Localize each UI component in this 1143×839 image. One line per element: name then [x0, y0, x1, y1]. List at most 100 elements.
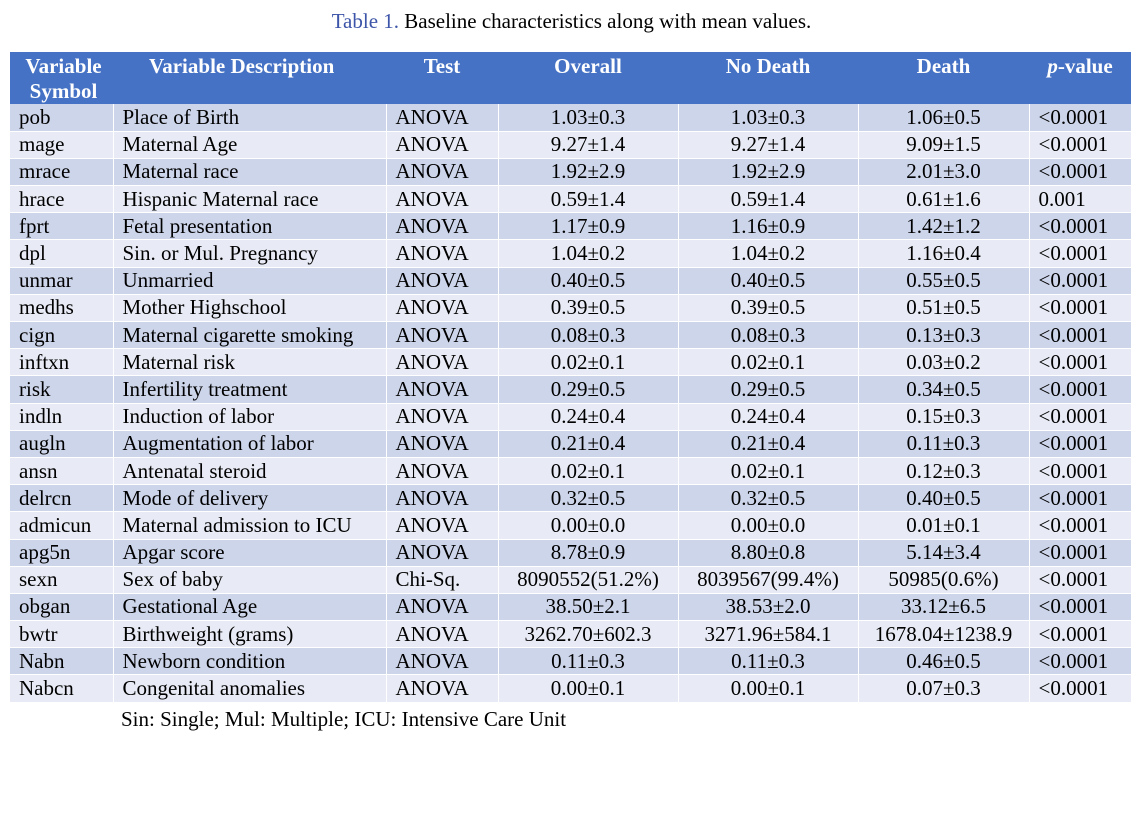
cell-death: 0.61±1.6 [858, 185, 1030, 214]
cell-no-death: 1.92±2.9 [678, 158, 859, 187]
cell-death: 50985(0.6%) [858, 566, 1030, 594]
cell-variable-symbol: medhs [10, 294, 114, 323]
cell-test: ANOVA [386, 239, 499, 268]
cell-variable-description: Infertility treatment [113, 375, 387, 404]
cell-variable-description: Maternal risk [113, 348, 387, 377]
cell-p-value: <0.0001 [1029, 539, 1131, 567]
cell-test: ANOVA [386, 511, 499, 540]
cell-variable-description: Antenatal steroid [113, 457, 387, 486]
cell-variable-symbol: indln [10, 403, 114, 431]
table-row: indln Induction of labor ANOVA 0.24±0.4 0.24… [10, 403, 1131, 431]
cell-variable-symbol: inftxn [10, 348, 114, 377]
table-row: apg5n Apgar score ANOVA 8.78±0.9 8.80±0.8 5.1… [10, 539, 1131, 567]
cell-variable-description: Newborn condition [113, 647, 387, 676]
cell-overall: 0.08±0.3 [498, 321, 679, 350]
table-header: Variable Symbol Variable Description Tes… [10, 52, 1131, 104]
cell-p-value: <0.0001 [1029, 674, 1131, 703]
cell-p-value: <0.0001 [1029, 511, 1131, 540]
cell-variable-symbol: obgan [10, 593, 114, 622]
header-variable-description: Variable Description [113, 52, 386, 104]
cell-overall: 0.11±0.3 [498, 647, 679, 676]
cell-overall: 1.17±0.9 [498, 212, 679, 241]
table-row: mage Maternal Age ANOVA 9.27±1.4 9.27±1.4 9.0… [10, 131, 1131, 159]
cell-overall: 0.29±0.5 [498, 375, 679, 404]
cell-death: 0.15±0.3 [858, 403, 1030, 431]
cell-death: 0.51±0.5 [858, 294, 1030, 323]
cell-death: 0.13±0.3 [858, 321, 1030, 350]
header-test: Test [386, 52, 498, 104]
cell-p-value: <0.0001 [1029, 430, 1131, 458]
cell-variable-symbol: Nabn [10, 647, 114, 676]
cell-test: ANOVA [386, 539, 499, 567]
table-row: risk Infertility treatment ANOVA 0.29±0.5 0.… [10, 375, 1131, 404]
cell-death: 1.06±0.5 [858, 104, 1030, 132]
cell-variable-symbol: mrace [10, 158, 114, 187]
cell-overall: 0.00±0.0 [498, 511, 679, 540]
cell-death: 1.16±0.4 [858, 239, 1030, 268]
cell-p-value: <0.0001 [1029, 267, 1131, 295]
cell-variable-symbol: admicun [10, 511, 114, 540]
cell-death: 0.11±0.3 [858, 430, 1030, 458]
cell-overall: 38.50±2.1 [498, 593, 679, 622]
cell-test: ANOVA [386, 674, 499, 703]
cell-no-death: 0.08±0.3 [678, 321, 859, 350]
cell-test: Chi-Sq. [386, 566, 499, 594]
cell-p-value: <0.0001 [1029, 158, 1131, 187]
table-caption: Table 1. Baseline characteristics along … [0, 8, 1143, 34]
cell-no-death: 0.39±0.5 [678, 294, 859, 323]
cell-variable-description: Sin. or Mul. Pregnancy [113, 239, 387, 268]
cell-no-death: 1.04±0.2 [678, 239, 859, 268]
cell-p-value: 0.001 [1029, 185, 1131, 214]
cell-variable-description: Gestational Age [113, 593, 387, 622]
cell-death: 1678.04±1238.9 [858, 620, 1030, 649]
header-variable-symbol: Variable Symbol [10, 52, 113, 104]
cell-test: ANOVA [386, 348, 499, 377]
cell-death: 0.34±0.5 [858, 375, 1030, 404]
cell-test: ANOVA [386, 212, 499, 241]
cell-no-death: 0.32±0.5 [678, 484, 859, 513]
cell-variable-description: Augmentation of labor [113, 430, 387, 458]
cell-test: ANOVA [386, 267, 499, 295]
cell-test: ANOVA [386, 294, 499, 323]
cell-death: 9.09±1.5 [858, 131, 1030, 159]
cell-p-value: <0.0001 [1029, 104, 1131, 132]
cell-test: ANOVA [386, 375, 499, 404]
cell-no-death: 0.11±0.3 [678, 647, 859, 676]
cell-death: 1.42±1.2 [858, 212, 1030, 241]
cell-no-death: 1.16±0.9 [678, 212, 859, 241]
cell-variable-description: Place of Birth [113, 104, 387, 132]
cell-no-death: 8.80±0.8 [678, 539, 859, 567]
cell-overall: 0.24±0.4 [498, 403, 679, 431]
table-row: ansn Antenatal steroid ANOVA 0.02±0.1 0.02±0… [10, 457, 1131, 486]
cell-p-value: <0.0001 [1029, 131, 1131, 159]
cell-overall: 1.03±0.3 [498, 104, 679, 132]
cell-no-death: 0.02±0.1 [678, 457, 859, 486]
cell-overall: 0.40±0.5 [498, 267, 679, 295]
cell-overall: 0.59±1.4 [498, 185, 679, 214]
cell-variable-description: Mother Highschool [113, 294, 387, 323]
cell-p-value: <0.0001 [1029, 566, 1131, 594]
cell-death: 0.07±0.3 [858, 674, 1030, 703]
cell-variable-description: Mode of delivery [113, 484, 387, 513]
header-p-value: p-value [1029, 52, 1131, 104]
cell-test: ANOVA [386, 457, 499, 486]
cell-overall: 0.39±0.5 [498, 294, 679, 323]
table-row: augln Augmentation of labor ANOVA 0.21±0.4 0… [10, 430, 1131, 458]
cell-test: ANOVA [386, 620, 499, 649]
cell-variable-symbol: risk [10, 375, 114, 404]
cell-overall: 9.27±1.4 [498, 131, 679, 159]
table-row: unmar Unmarried ANOVA 0.40±0.5 0.40±0.5 0.55±… [10, 267, 1131, 295]
cell-p-value: <0.0001 [1029, 294, 1131, 323]
cell-variable-symbol: unmar [10, 267, 114, 295]
cell-test: ANOVA [386, 321, 499, 350]
cell-overall: 0.00±0.1 [498, 674, 679, 703]
cell-death: 0.55±0.5 [858, 267, 1030, 295]
cell-variable-description: Sex of baby [113, 566, 387, 594]
table-row: cign Maternal cigarette smoking ANOVA 0.08±… [10, 321, 1131, 350]
cell-no-death: 9.27±1.4 [678, 131, 859, 159]
header-variable-symbol-line2: Symbol [29, 79, 98, 103]
cell-test: ANOVA [386, 104, 499, 132]
table-caption-text: Baseline characteristics along with mean… [399, 9, 812, 33]
cell-overall: 0.02±0.1 [498, 457, 679, 486]
cell-overall: 8090552(51.2%) [498, 566, 679, 594]
